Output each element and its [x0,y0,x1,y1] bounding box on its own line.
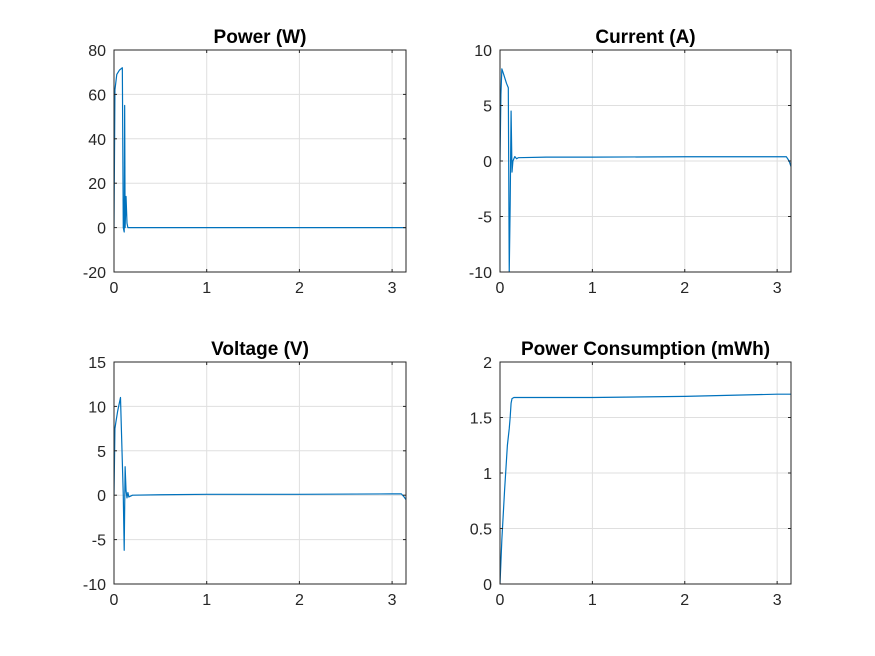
power-w-xtick-label: 2 [295,280,304,297]
voltage-v-chart: 0 1 2 3 -10 -5 0 5 10 15 Voltage (V) [83,339,407,609]
power-w-axes-box [113,49,407,273]
power-consumption-mwh-xtick-label: 3 [773,592,782,609]
power-consumption-mwh-ytick-label: 1.5 [470,411,492,428]
voltage-v-xtick-label: 3 [388,592,397,609]
voltage-v-xtick-label: 1 [202,592,211,609]
current-a-xtick-label: 2 [680,280,689,297]
voltage-v-ytick-label: -5 [92,533,106,550]
current-a-title: Current (A) [595,27,695,48]
voltage-v-xtick-label: 0 [110,592,119,609]
power-consumption-mwh-ytick-label: 0.5 [470,522,492,539]
voltage-v-ytick-label: 10 [88,399,106,416]
power-consumption-mwh-series-line [500,393,791,584]
power-consumption-mwh-xtick-label: 1 [588,592,597,609]
power-consumption-mwh-ytick-label: 1 [483,466,492,483]
voltage-v-series-line [114,396,406,551]
current-a-ytick-label: 10 [474,43,492,60]
voltage-v-plot-area [114,362,406,584]
power-w-xtick-label: 3 [388,280,397,297]
power-consumption-mwh-ytick-label: 2 [483,355,492,372]
power-w-ytick-label: 20 [88,176,106,193]
voltage-v-ytick-label: 15 [88,355,106,372]
power-w-xtick-label: 0 [110,280,119,297]
current-a-ytick-label: 0 [483,154,492,171]
power-w-ytick-label: -20 [83,265,106,282]
power-w-series-line [114,67,406,233]
current-a-ytick-label: -5 [478,210,492,227]
power-w-ytick-label: 80 [88,43,106,60]
current-a-chart: 0 1 2 3 -10 -5 0 5 10 Current (A) [469,27,792,297]
power-consumption-mwh-xtick-label: 2 [680,592,689,609]
voltage-v-xtick-label: 2 [295,592,304,609]
current-a-xtick-label: 0 [496,280,505,297]
power-w-title: Power (W) [214,27,307,48]
current-a-ytick-label: 5 [483,99,492,116]
current-a-xtick-label: 1 [588,280,597,297]
voltage-v-ytick-label: -10 [83,577,106,594]
current-a-ytick-label: -10 [469,265,492,282]
power-consumption-mwh-xtick-label: 0 [496,592,505,609]
power-w-ytick-label: 40 [88,132,106,149]
power-w-ytick-label: 0 [97,221,106,238]
current-a-series-line [500,68,791,272]
power-w-ytick-label: 60 [88,87,106,104]
current-a-xtick-label: 3 [773,280,782,297]
voltage-v-ytick-label: 0 [97,488,106,505]
power-w-plot-area [114,50,406,272]
voltage-v-ytick-label: 5 [97,444,106,461]
voltage-v-axes-box [113,361,407,585]
power-consumption-mwh-chart: 0 1 2 3 0 0.5 1 1.5 2 Power Consumption (mWh) [470,339,792,609]
power-w-xtick-label: 1 [202,280,211,297]
voltage-v-title: Voltage (V) [211,339,309,360]
power-consumption-mwh-ytick-label: 0 [483,577,492,594]
power-consumption-mwh-title: Power Consumption (mWh) [521,339,770,360]
